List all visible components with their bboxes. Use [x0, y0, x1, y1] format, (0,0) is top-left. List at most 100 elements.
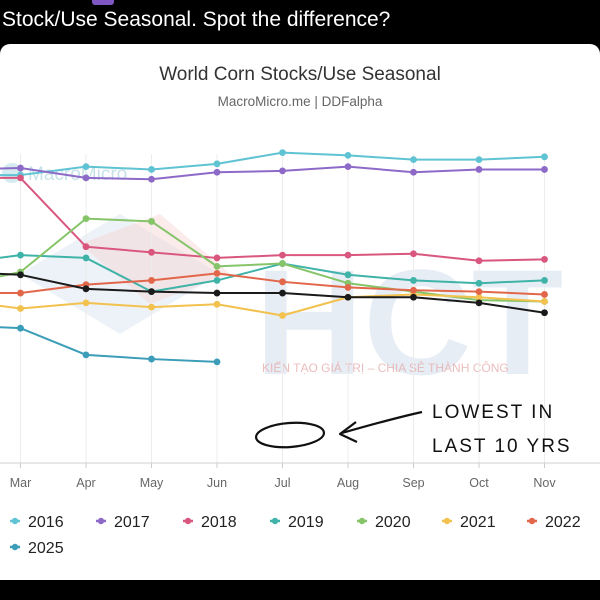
data-point-2017-5	[279, 167, 286, 175]
watermark-logo: HCT	[255, 238, 563, 406]
data-point-2022-3	[148, 277, 155, 284]
data-point-2016-6	[344, 152, 352, 159]
chart-card: World Corn Stocks/Use Seasonal MacroMicr…	[0, 44, 600, 580]
data-point-2016-2	[82, 163, 90, 171]
legend-label-2020: 2020	[375, 514, 411, 531]
data-point-2016-7	[410, 156, 417, 164]
data-point-unlabeled-3	[148, 288, 155, 296]
legend-label-2019: 2019	[288, 514, 324, 531]
x-tick-label-apr: Apr	[76, 476, 95, 490]
data-point-2018-8	[475, 257, 483, 265]
legend-label-2025: 2025	[28, 540, 64, 557]
series-line-2016	[0, 151, 545, 177]
watermark-slogan: KIẾN TẠO GIÁ TRỊ – CHIA SẺ THÀNH CÔNG	[262, 360, 509, 375]
data-point-unlabeled-6	[344, 293, 352, 301]
annotation-arrow-head	[338, 421, 358, 443]
data-point-2019-6	[344, 271, 352, 279]
data-point-2018-9	[541, 255, 548, 263]
data-point-2022-5	[279, 278, 286, 286]
data-point-2017-7	[410, 168, 417, 176]
data-point-2019-8	[475, 279, 483, 287]
data-point-2020-3	[148, 218, 155, 225]
data-point-2021-4	[213, 300, 221, 308]
corn-stocks-line-chart: HCT MacroMicro KIẾN TẠO GIÁ TRỊ – CHIA SẺ …	[0, 149, 600, 557]
data-point-unlabeled-8	[475, 299, 483, 307]
legend-marker-2022	[528, 517, 536, 525]
data-point-2022-6	[344, 284, 352, 291]
data-point-2021-8	[475, 293, 483, 301]
data-point-2017-8	[475, 166, 483, 173]
data-point-2019-7	[410, 277, 417, 284]
data-point-2018-1	[17, 174, 24, 182]
legend-marker-2019	[271, 517, 279, 525]
series-line-2022	[0, 272, 545, 296]
legend-label-2021: 2021	[460, 514, 496, 531]
data-point-2019-4	[213, 277, 221, 284]
data-point-2018-5	[279, 251, 286, 259]
data-point-2025-4	[213, 358, 221, 366]
data-point-2022-9	[541, 291, 548, 298]
x-tick-label-sep: Sep	[402, 476, 424, 490]
data-point-2021-5	[279, 312, 286, 319]
data-point-2018-3	[148, 248, 155, 256]
data-point-2022-1	[17, 289, 24, 297]
data-point-2020-2	[82, 215, 90, 223]
series-line-2025	[0, 326, 218, 363]
bottom-bar	[0, 580, 600, 600]
data-point-2016-8	[475, 156, 483, 164]
data-point-2016-4	[213, 160, 221, 168]
chart-subtitle: MacroMicro.me | DDFalpha	[217, 94, 383, 109]
data-point-unlabeled-1	[17, 271, 24, 279]
data-point-2025-1	[17, 324, 24, 332]
legend-label-2016: 2016	[28, 514, 64, 531]
data-point-2016-9	[541, 153, 548, 161]
annotation-circle	[254, 421, 326, 449]
data-point-2022-7	[410, 286, 417, 294]
watermark-diamond-red	[80, 214, 230, 304]
data-point-2018-4	[213, 254, 221, 262]
data-point-2021-9	[541, 298, 548, 305]
data-point-2021-1	[17, 305, 24, 312]
legend-label-2017: 2017	[114, 514, 150, 531]
x-tick-label-jun: Jun	[207, 476, 227, 490]
data-point-2019-9	[541, 277, 548, 284]
post-caption: Stock/Use Seasonal. Spot the difference?	[0, 0, 600, 44]
data-point-2020-5	[279, 260, 286, 267]
x-tick-label-jul: Jul	[275, 476, 291, 490]
x-tick-label-oct: Oct	[469, 476, 489, 490]
caption-text: Stock/Use Seasonal. Spot the difference?	[2, 8, 391, 31]
legend-marker-2016	[11, 517, 19, 525]
x-tick-label-mar: Mar	[10, 476, 32, 490]
data-point-2017-4	[213, 168, 221, 176]
watermark-brand: MacroMicro	[28, 164, 127, 185]
data-point-2017-9	[541, 166, 548, 173]
data-point-2022-4	[213, 269, 221, 277]
data-point-2018-7	[410, 250, 417, 258]
legend-marker-2020	[358, 517, 366, 525]
legend-label-2022: 2022	[545, 514, 581, 531]
data-point-2017-2	[82, 174, 90, 182]
x-tick-label-aug: Aug	[337, 476, 359, 490]
data-point-2017-3	[148, 175, 155, 183]
data-point-unlabeled-9	[541, 309, 548, 317]
annotation-text-line2: LAST 10 YRS	[432, 436, 572, 457]
legend-marker-2018	[184, 517, 192, 525]
data-point-2019-1	[17, 251, 24, 259]
series-line-2019	[0, 254, 545, 293]
data-point-unlabeled-7	[410, 293, 417, 301]
legend-marker-2017	[97, 517, 105, 525]
series-line-2018	[0, 176, 545, 262]
data-point-2016-5	[279, 149, 286, 156]
chart-title: World Corn Stocks/Use Seasonal	[159, 64, 441, 85]
data-point-2016-3	[148, 166, 155, 173]
series-line-unlabeled	[0, 272, 545, 314]
series-line-2021	[0, 293, 545, 317]
legend-marker-2021	[443, 517, 451, 525]
data-point-2019-2	[82, 254, 90, 262]
data-point-2017-1	[17, 164, 24, 172]
data-point-2025-3	[148, 355, 155, 363]
data-point-unlabeled-5	[279, 289, 286, 297]
data-point-2021-2	[82, 299, 90, 307]
annotation-text-line1: LOWEST IN	[432, 402, 554, 423]
data-point-2018-2	[82, 243, 90, 251]
